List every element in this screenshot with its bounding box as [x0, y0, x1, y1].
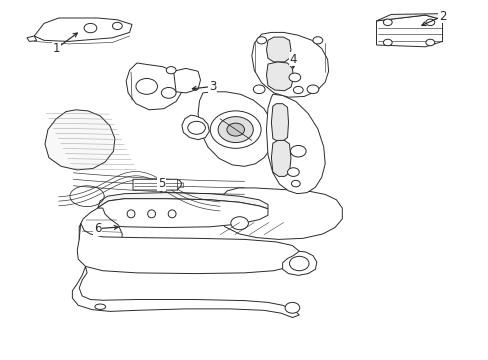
Polygon shape	[266, 62, 293, 91]
Polygon shape	[266, 94, 325, 194]
Text: 6: 6	[94, 222, 102, 235]
Polygon shape	[98, 193, 267, 209]
Circle shape	[306, 85, 318, 94]
Polygon shape	[133, 179, 182, 190]
Circle shape	[187, 121, 205, 134]
Text: 1: 1	[52, 42, 60, 55]
Circle shape	[210, 111, 261, 148]
Polygon shape	[282, 251, 316, 275]
Polygon shape	[198, 92, 273, 166]
Polygon shape	[376, 14, 442, 21]
Circle shape	[425, 19, 434, 26]
Polygon shape	[251, 32, 328, 97]
Circle shape	[84, 23, 97, 33]
Circle shape	[226, 123, 244, 136]
Circle shape	[256, 37, 266, 44]
Circle shape	[285, 302, 299, 313]
Circle shape	[312, 37, 322, 44]
Text: 3: 3	[208, 80, 216, 93]
Circle shape	[291, 180, 300, 187]
Circle shape	[161, 87, 176, 98]
Polygon shape	[173, 68, 200, 93]
Circle shape	[166, 67, 176, 74]
Text: 4: 4	[289, 53, 297, 66]
Polygon shape	[126, 63, 182, 110]
Circle shape	[253, 85, 264, 94]
Polygon shape	[77, 223, 299, 274]
Polygon shape	[27, 36, 37, 41]
Polygon shape	[182, 115, 209, 140]
Polygon shape	[271, 140, 290, 176]
Circle shape	[290, 145, 305, 157]
Polygon shape	[34, 18, 132, 41]
Text: 5: 5	[157, 177, 165, 190]
Polygon shape	[79, 208, 122, 255]
Circle shape	[383, 19, 391, 26]
Polygon shape	[271, 104, 288, 141]
Circle shape	[136, 78, 157, 94]
Circle shape	[383, 39, 391, 46]
Polygon shape	[45, 110, 115, 170]
Polygon shape	[98, 199, 267, 228]
Circle shape	[293, 86, 303, 94]
Circle shape	[218, 117, 253, 143]
Circle shape	[289, 256, 308, 271]
Circle shape	[287, 168, 299, 176]
Circle shape	[425, 39, 434, 46]
Circle shape	[288, 73, 300, 82]
Polygon shape	[72, 266, 299, 318]
Ellipse shape	[95, 304, 105, 309]
Text: 2: 2	[438, 10, 446, 23]
Polygon shape	[266, 37, 290, 62]
Ellipse shape	[168, 210, 176, 218]
Polygon shape	[376, 15, 442, 47]
Ellipse shape	[147, 210, 155, 218]
Circle shape	[112, 22, 122, 30]
Circle shape	[230, 217, 248, 230]
Ellipse shape	[127, 210, 135, 218]
Polygon shape	[215, 188, 342, 239]
